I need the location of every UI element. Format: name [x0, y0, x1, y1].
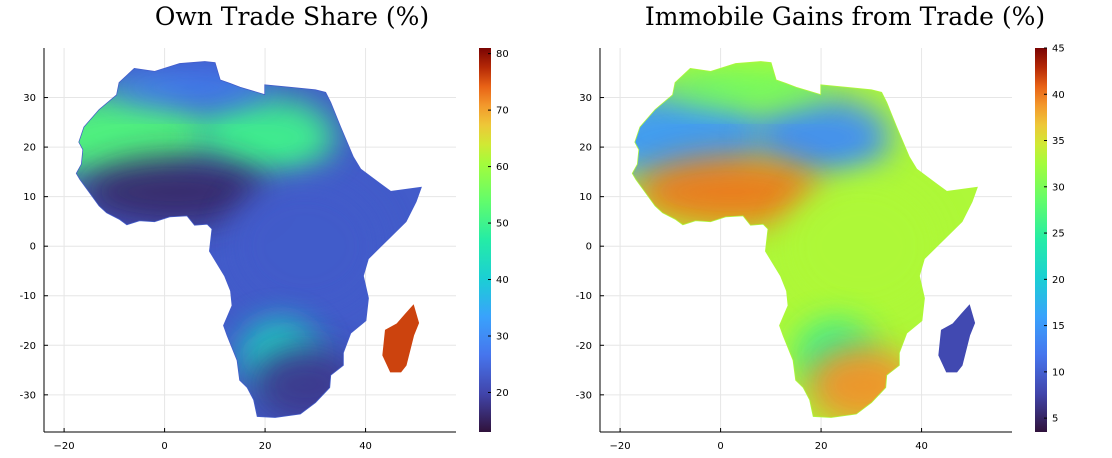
colorbar-tick-label: 30	[1052, 182, 1065, 193]
colorbar-tick-label: 60	[496, 162, 509, 173]
colorbar	[1035, 48, 1047, 432]
island-madagascar	[382, 304, 420, 373]
colorbar-tick-label: 20	[1052, 275, 1065, 286]
region-mark	[79, 156, 270, 227]
y-tick-label: -10	[20, 291, 36, 302]
region-mark	[781, 176, 942, 317]
y-tick-label: -20	[20, 341, 36, 352]
region-mark	[806, 344, 917, 418]
colorbar-tick-label: 25	[1052, 229, 1065, 240]
x-tick-label: 40	[915, 441, 928, 452]
x-tick-label: 0	[717, 441, 723, 452]
colorbar-tick-label: 45	[1052, 44, 1065, 55]
colorbar-tick-label: 20	[496, 388, 509, 399]
colorbar-tick-label: 80	[496, 49, 509, 60]
y-tick-label: 10	[579, 192, 592, 203]
region-mark	[250, 344, 361, 418]
chart-title: Immobile Gains from Trade (%)	[644, 2, 1046, 31]
y-tick-label: 20	[23, 143, 36, 154]
colorbar	[479, 48, 491, 432]
colorbar-tick-label: 5	[1052, 414, 1058, 425]
x-tick-label: 20	[259, 441, 272, 452]
colorbar-tick-label: 30	[496, 332, 509, 343]
y-tick-label: -30	[20, 390, 36, 401]
y-tick-label: 30	[23, 93, 36, 104]
map-chart-own-trade-share: −20 0 20 40 30 20 10 0 -10 -20 -30 80 70 60 50 40 30 20	[20, 48, 509, 452]
y-tick-label: 0	[586, 242, 592, 253]
colorbar-tick-label: 15	[1052, 321, 1065, 332]
region-mark	[195, 97, 336, 178]
map-chart-immobile-gains: −20 0 20 40 30 20 10 0 -10 -20 -30 45 40 35 30 25 20 15 10…	[576, 44, 1065, 453]
colorbar-tick-label: 40	[1052, 90, 1065, 101]
region-mark	[665, 69, 826, 106]
y-tick-label: -30	[576, 390, 592, 401]
island-madagascar	[938, 304, 976, 373]
x-tick-label: −20	[610, 441, 631, 452]
chart-panel-immobile-gains: Immobile Gains from Trade (%) −20 0 20 40 30…	[556, 0, 1112, 458]
y-tick-label: 0	[30, 242, 36, 253]
y-tick-label: -20	[576, 341, 592, 352]
x-tick-label: 20	[815, 441, 828, 452]
colorbar-tick-label: 10	[1052, 367, 1065, 378]
x-tick-label: 40	[359, 441, 372, 452]
colorbar-tick-label: 35	[1052, 136, 1065, 147]
region-mark	[109, 69, 270, 106]
x-tick-label: 0	[161, 441, 167, 452]
colorbar-tick-label: 70	[496, 106, 509, 117]
colorbar-tick-label: 40	[496, 275, 509, 286]
y-tick-label: -10	[576, 291, 592, 302]
region-mark	[635, 156, 826, 227]
region-mark	[751, 97, 892, 178]
x-tick-label: −20	[54, 441, 75, 452]
chart-title: Own Trade Share (%)	[154, 2, 430, 31]
y-tick-label: 30	[579, 93, 592, 104]
region-mark	[225, 176, 386, 317]
y-tick-label: 20	[579, 143, 592, 154]
y-tick-label: 10	[23, 192, 36, 203]
chart-panel-own-trade-share: Own Trade Share (%) −20 0 20 40 30 20 10 0 -10 -2…	[20, 2, 509, 452]
colorbar-tick-label: 50	[496, 219, 509, 230]
